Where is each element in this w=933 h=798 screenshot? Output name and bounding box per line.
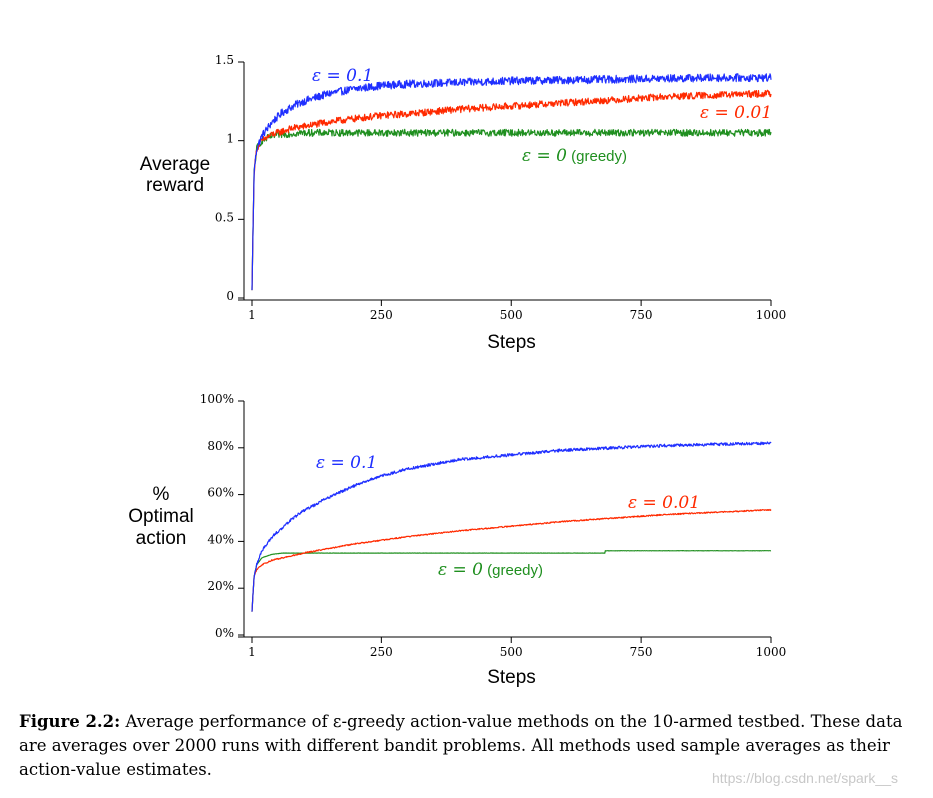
y-axis-label: Optimal — [128, 506, 193, 527]
y-axis-label: % — [153, 484, 170, 505]
caption-text: Average performance of ε-greedy action-v… — [19, 712, 903, 779]
x-axis-label: Steps — [487, 667, 536, 688]
figure-canvas: 1 250 500 750 1000 0 0.5 1 1.5 Steps Averagereward… — [128, 53, 786, 688]
annotation-epsilon: ε = 0.01 — [628, 493, 700, 513]
x-tick-label: 1 — [248, 308, 256, 322]
series-line-eps-0-01 — [251, 89, 772, 291]
y-axis-label: Average — [140, 154, 210, 175]
x-tick-label: 250 — [370, 308, 393, 322]
series-annotation: ε = 0.01 — [700, 103, 772, 123]
y-tick-label: 40% — [207, 532, 234, 546]
x-tick-label: 750 — [630, 308, 653, 322]
series-line-eps-0-1 — [251, 441, 772, 612]
x-tick-label: 1000 — [756, 645, 787, 659]
series-annotation: ε = 0.1 — [316, 453, 377, 473]
y-tick-label: 80% — [207, 439, 234, 453]
annotation-epsilon: ε = 0.1 — [316, 453, 377, 473]
x-tick-label: 1000 — [756, 308, 787, 322]
y-axis-label: reward — [146, 175, 204, 196]
figure-caption: Figure 2.2: Average performance of ε-gre… — [19, 710, 909, 782]
series-annotation: ε = 0 (greedy) — [438, 560, 543, 580]
x-tick-label: 1 — [248, 645, 256, 659]
series-line-eps-0-greedy — [251, 128, 772, 291]
series-annotation: ε = 0.01 — [628, 493, 700, 513]
annotation-greedy: (greedy) — [483, 562, 543, 579]
y-tick-label: 20% — [207, 579, 234, 593]
y-tick-label: 1 — [226, 132, 234, 146]
series-annotation: ε = 0.1 — [312, 66, 373, 86]
series-line-eps-0-greedy — [251, 550, 772, 612]
annotation-epsilon: ε = 0.1 — [312, 66, 373, 86]
x-tick-label: 750 — [630, 645, 653, 659]
annotation-epsilon: ε = 0.01 — [700, 103, 772, 123]
average-reward-chart: 1 250 500 750 1000 0 0.5 1 1.5 Steps Averagereward… — [140, 53, 786, 353]
annotation-epsilon: ε = 0 — [522, 146, 567, 166]
y-tick-label: 100% — [200, 392, 234, 406]
y-tick-label: 0% — [215, 626, 234, 640]
series-line-eps-0-1 — [251, 73, 772, 291]
series-annotation: ε = 0 (greedy) — [522, 146, 627, 166]
optimal-action-chart: 1 250 500 750 1000 0% 20% 40% 60% 80% 100% Steps%Op… — [128, 392, 786, 688]
x-axis-label: Steps — [487, 332, 536, 353]
watermark-text: https://blog.csdn.net/spark__s — [712, 770, 898, 786]
x-tick-label: 250 — [370, 645, 393, 659]
x-tick-label: 500 — [500, 308, 523, 322]
y-tick-label: 1.5 — [215, 53, 234, 67]
annotation-epsilon: ε = 0 — [438, 560, 483, 580]
y-tick-label: 0.5 — [215, 210, 234, 224]
x-tick-label: 500 — [500, 645, 523, 659]
annotation-greedy: (greedy) — [567, 148, 627, 165]
caption-label: Figure 2.2: — [19, 712, 121, 731]
y-axis-label: action — [136, 528, 187, 549]
y-tick-label: 0 — [226, 289, 234, 303]
y-tick-label: 60% — [207, 486, 234, 500]
series-line-eps-0-01 — [251, 508, 772, 612]
